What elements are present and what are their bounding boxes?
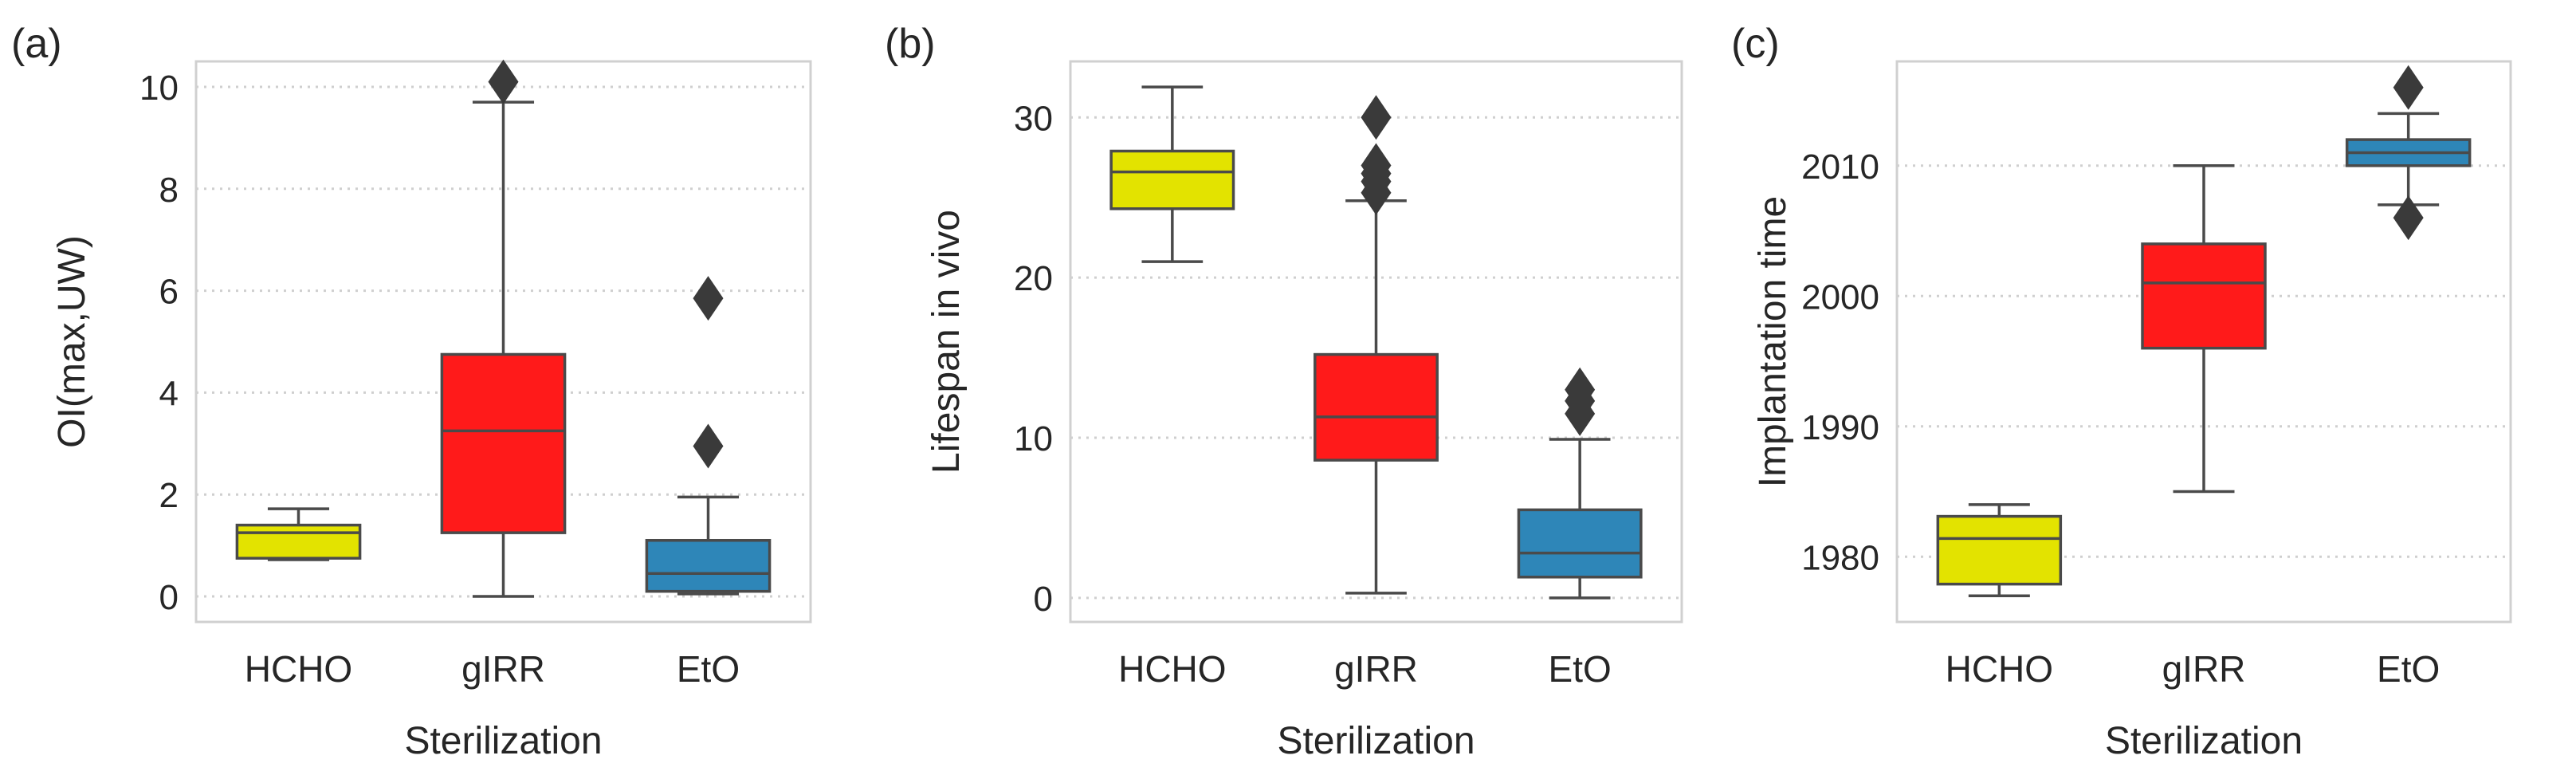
box-hcho [1936,503,2063,598]
y-tick-label: 0 [159,578,179,617]
x-axis-label: Sterilization [404,720,602,762]
outlier-point [1565,367,1596,412]
box-iqr [1936,514,2063,586]
y-axis-label: Lifespan in vivo [925,210,968,474]
y-tick-label: 1990 [1801,408,1879,447]
outlier-point [2393,195,2424,241]
box-iqr [235,523,362,560]
y-axis-label: Implantation time [1752,196,1794,488]
box-girr [440,59,567,598]
y-tick-label: 30 [1014,99,1053,138]
y-tick-label: 2000 [1801,277,1879,317]
y-tick-label: 4 [159,374,179,413]
y-tick-label: 2010 [1801,148,1879,187]
box-eto [2345,65,2472,241]
panel-label: (c) [1731,21,1780,67]
x-tick-label: HCHO [245,648,352,690]
y-tick-label: 10 [139,69,179,108]
panel-c: (c) 1980 1990 2000 2010 HCHO gIRR EtO Sterilizat… [1731,21,2512,762]
box-girr [1314,95,1439,595]
outlier-point [488,59,519,104]
box-iqr [440,352,567,534]
y-tick-label: 0 [1034,580,1053,619]
box-iqr [645,538,772,593]
outlier-point [693,423,724,469]
panel-label: (b) [885,21,936,67]
y-tick-label: 2 [159,476,179,515]
x-axis-label: Sterilization [2105,720,2303,762]
x-tick-label: gIRR [461,648,545,690]
panel-label: (a) [11,21,62,67]
outlier-point [1361,143,1392,188]
box-iqr [1517,508,1643,579]
x-tick-label: EtO [1549,648,1612,690]
x-tick-label: EtO [677,648,740,690]
box-eto [645,276,772,596]
plot-frame [1069,60,1683,624]
x-tick-label: EtO [2377,648,2440,690]
y-tick-label: 10 [1014,419,1053,458]
box-hcho [1109,85,1235,263]
y-axis-label: OI(max,UW) [51,235,93,448]
box-iqr [2141,242,2267,350]
outlier-point [1361,95,1392,140]
y-tick-label: 6 [159,273,179,312]
panel-b: (b) 0 10 20 30 HCHO gIRR EtO Sterilization Lifesp… [885,21,1683,762]
panel-a: (a) 0 2 4 6 8 10 HCHO gIRR EtO Sterilization OI(max… [11,21,812,762]
plot-frame [1895,60,2512,624]
y-tick-label: 8 [159,171,179,210]
x-tick-label: gIRR [2162,648,2246,690]
outlier-point [693,276,724,321]
y-tick-label: 20 [1014,259,1053,298]
box-eto [1517,367,1643,600]
outlier-point [2393,65,2424,110]
box-hcho [235,507,362,561]
box-iqr [1109,149,1235,210]
x-tick-label: HCHO [1946,648,2053,690]
x-tick-label: HCHO [1118,648,1226,690]
y-tick-label: 1980 [1801,538,1879,577]
x-axis-label: Sterilization [1277,720,1475,762]
x-tick-label: gIRR [1334,648,1418,690]
box-girr [2141,164,2267,494]
box-iqr [1314,352,1439,462]
